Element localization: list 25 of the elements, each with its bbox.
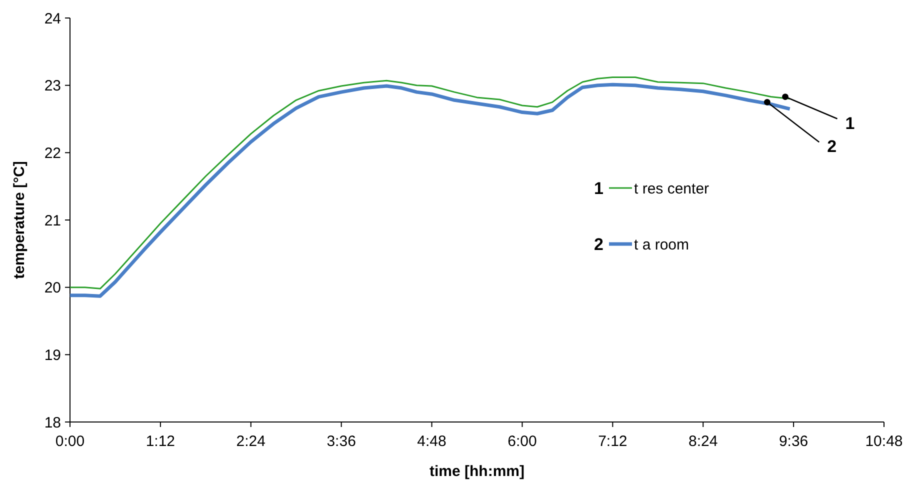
x-tick-label: 2:24 [236, 433, 266, 450]
y-tick-label: 20 [44, 280, 61, 297]
text: 2 [594, 234, 604, 254]
legend-label: t res center [634, 180, 710, 198]
x-tick-label: 6:00 [508, 433, 537, 450]
x-tick-label: 9:36 [778, 433, 808, 450]
y-tick-label: 24 [44, 10, 61, 28]
x-tick-label: 3:36 [326, 433, 356, 450]
y-axis-title: temperature [°C] [11, 161, 28, 279]
y-tick-label: 23 [44, 78, 61, 95]
y-tick-label: 18 [44, 414, 61, 432]
annotation: 1 [845, 114, 855, 133]
y-tick-label: 22 [44, 144, 61, 162]
annotation: 2 [827, 137, 837, 156]
x-axis-title: time [hh:mm] [430, 463, 524, 480]
x-tick-label: 0:00 [55, 433, 85, 450]
x-tick-label: 8:24 [688, 433, 718, 450]
text: 1 [594, 178, 604, 198]
y-tick-label: 21 [44, 212, 61, 230]
y-tick-label: 19 [44, 346, 61, 364]
legend-label: t a room [634, 236, 690, 254]
x-tick-label: 4:48 [417, 433, 446, 450]
x-tick-label: 10:48 [865, 433, 903, 450]
x-tick-label: 7:12 [598, 433, 628, 450]
x-tick-label: 1:12 [146, 433, 176, 450]
